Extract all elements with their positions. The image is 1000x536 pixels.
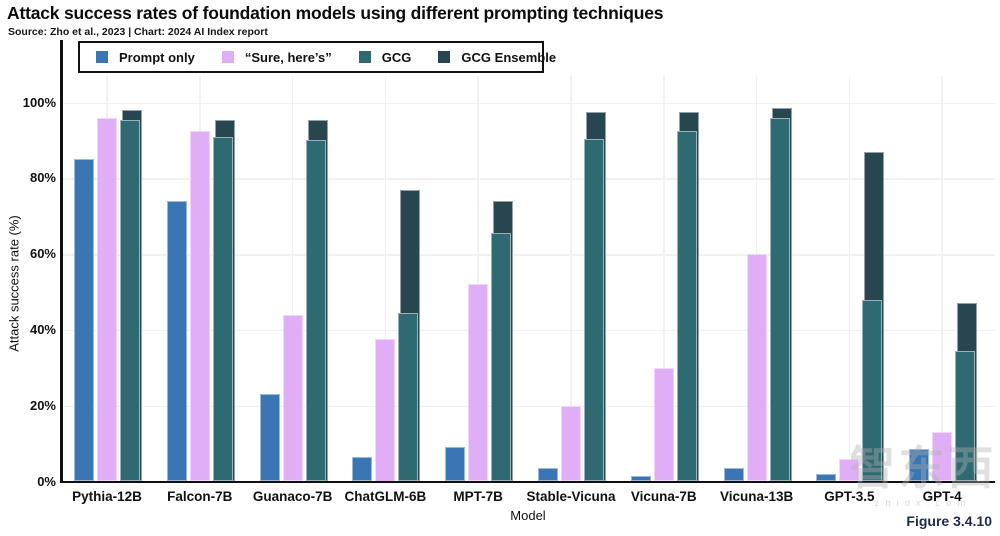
h-gridline: [60, 102, 995, 104]
h-gridline: [60, 405, 995, 408]
bar-prompt-only-ChatGLM-6B: [352, 456, 373, 482]
legend-item-sure-heres: “Sure, here’s”: [221, 49, 332, 65]
bar-gcg-Falcon-7B: [212, 136, 233, 482]
x-tick-label: Pythia-12B: [72, 489, 142, 504]
chart-source: Source: Zho et al., 2023 | Chart: 2024 A…: [8, 26, 268, 38]
legend-label: “Sure, here’s”: [244, 49, 332, 65]
bar-sure-heres-Vicuna-13B: [746, 254, 767, 482]
bar-sure-heres-ChatGLM-6B: [375, 339, 396, 482]
h-gridline: [60, 329, 995, 332]
x-tick-label: GPT-3.5: [824, 489, 875, 504]
h-gridline: [60, 254, 995, 256]
bar-gcg-ChatGLM-6B: [398, 312, 419, 482]
chart-title: Attack success rates of foundation model…: [7, 3, 664, 23]
v-gridline: [477, 76, 479, 481]
legend: Prompt only “Sure, here’s” GCG GCG Ensem…: [78, 41, 556, 73]
x-tick-label: MPT-7B: [453, 489, 503, 504]
bar-gcg-MPT-7B: [491, 233, 512, 482]
y-tick-label: 60%: [29, 246, 56, 262]
bar-sure-heres-Vicuna-7B: [653, 367, 674, 482]
bar-gcg-GPT-4: [955, 350, 976, 482]
bar-gcg-Pythia-12B: [120, 119, 140, 482]
figure-number: Figure 3.4.10: [906, 513, 992, 529]
x-axis-title: Model: [510, 508, 546, 523]
v-gridline: [941, 76, 943, 481]
bar-gcg-Guanaco-7B: [305, 140, 326, 482]
legend-item-gcg: GCG: [358, 49, 412, 65]
bar-gcg-Stable-Vicuna: [584, 138, 604, 482]
legend-label: GCG Ensemble: [461, 49, 557, 65]
bar-prompt-only-Falcon-7B: [166, 201, 187, 482]
y-axis-title: Attack success rate (%): [6, 215, 22, 352]
x-tick-label: Falcon-7B: [167, 489, 233, 504]
bar-gcg-Vicuna-7B: [676, 130, 697, 482]
legend-label: Prompt only: [119, 49, 195, 65]
v-gridline: [570, 76, 572, 481]
legend-item-prompt-only: Prompt only: [96, 50, 195, 65]
v-gridline: [663, 76, 665, 481]
v-gridline: [291, 76, 294, 481]
legend-swatch-gcg: [358, 51, 371, 63]
y-tick-label: 20%: [29, 397, 56, 413]
y-tick-label: 0%: [37, 473, 56, 489]
x-tick-label: Guanaco-7B: [252, 489, 333, 504]
legend-item-gcg-ensemble: GCG Ensemble: [438, 50, 556, 65]
bar-prompt-only-Pythia-12B: [74, 159, 94, 482]
x-tick-label: Vicuna-13B: [719, 489, 794, 504]
bar-prompt-only-Stable-Vicuna: [538, 468, 558, 482]
x-tick-label: Vicuna-7B: [630, 489, 697, 504]
bar-prompt-only-GPT-4: [909, 449, 930, 482]
y-axis-line: [60, 40, 63, 483]
bar-prompt-only-MPT-7B: [445, 447, 466, 482]
bar-sure-heres-GPT-4: [932, 432, 953, 482]
bar-sure-heres-GPT-3.5: [839, 458, 860, 482]
legend-swatch-sure-heres: [221, 51, 234, 63]
legend-label: GCG: [381, 49, 412, 65]
v-gridline: [384, 76, 387, 481]
bar-sure-heres-MPT-7B: [468, 284, 489, 482]
x-tick-label: ChatGLM-6B: [344, 489, 427, 504]
x-tick-label: Stable-Vicuna: [526, 489, 616, 504]
bar-sure-heres-Guanaco-7B: [282, 314, 303, 482]
y-tick-label: 80%: [29, 170, 56, 186]
bar-prompt-only-Vicuna-13B: [723, 468, 744, 482]
bar-prompt-only-Guanaco-7B: [259, 394, 280, 482]
bar-gcg-Vicuna-13B: [769, 117, 790, 482]
y-tick-label: 100%: [22, 94, 56, 110]
bar-sure-heres-Stable-Vicuna: [561, 405, 581, 482]
h-gridline: [60, 178, 995, 180]
bar-sure-heres-Falcon-7B: [189, 130, 210, 482]
bar-sure-heres-Pythia-12B: [97, 117, 117, 482]
x-axis-line: [60, 480, 995, 483]
legend-swatch-gcg-ensemble: [438, 51, 451, 63]
y-tick-label: 40%: [29, 321, 56, 337]
x-tick-label: GPT-4: [922, 489, 962, 504]
bar-gcg-GPT-3.5: [862, 299, 883, 482]
legend-swatch-prompt-only: [96, 51, 108, 63]
v-gridline: [848, 76, 851, 481]
